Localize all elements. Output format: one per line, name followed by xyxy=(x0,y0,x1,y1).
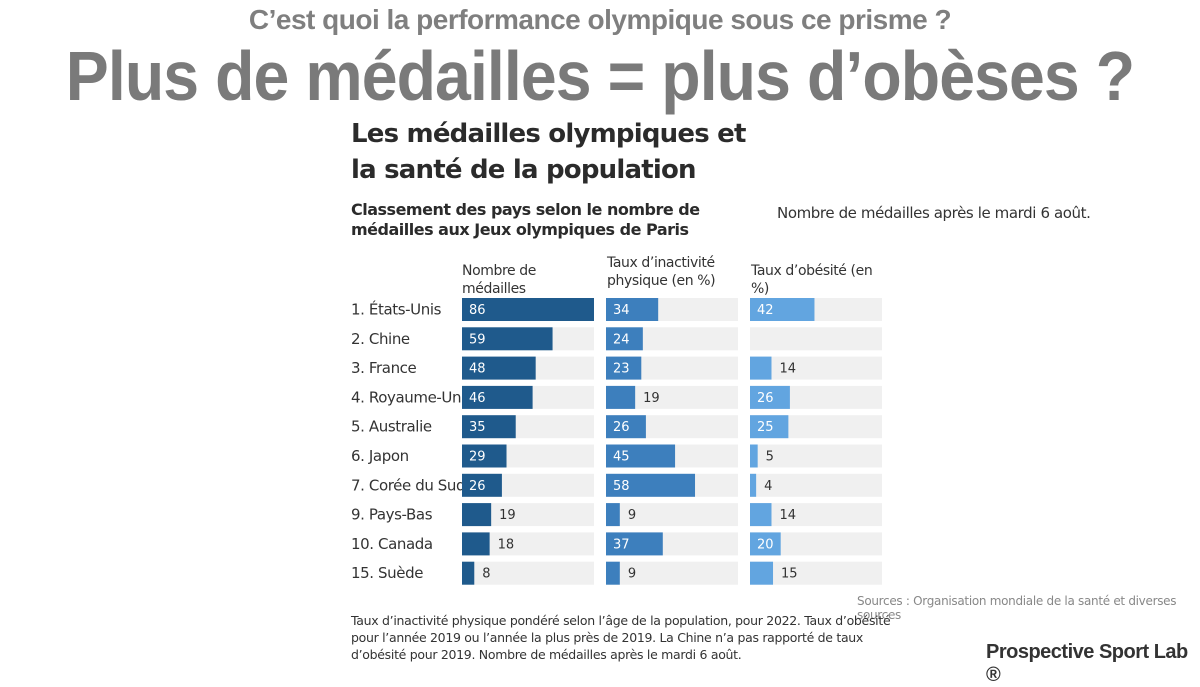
bar-2 xyxy=(750,356,772,380)
bar-2 xyxy=(750,473,757,497)
data-label: 59 xyxy=(469,332,486,347)
bar-0 xyxy=(462,444,507,468)
bar-0 xyxy=(462,356,536,380)
bar-0 xyxy=(462,532,490,556)
chart-sources: Sources : Organisation mondiale de la sa… xyxy=(857,594,1177,622)
data-label: 26 xyxy=(469,479,486,494)
data-label: 8 xyxy=(482,567,490,582)
bar-2 xyxy=(750,503,772,527)
bar-0 xyxy=(462,298,594,321)
data-label: 45 xyxy=(613,450,630,465)
data-label: 26 xyxy=(613,420,630,435)
bar-track xyxy=(750,327,882,351)
country-label: 3. France xyxy=(351,359,417,377)
country-label: 2. Chine xyxy=(351,330,410,348)
data-label: 26 xyxy=(757,391,774,406)
banner-headline: Plus de médailles = plus d’obèses ? xyxy=(65,37,1135,115)
bar-track xyxy=(750,356,882,380)
bar-1 xyxy=(606,503,620,527)
chart-footnote: Taux d’inactivité physique pondéré selon… xyxy=(351,613,891,662)
data-label: 24 xyxy=(613,332,630,347)
bar-track xyxy=(462,561,594,585)
data-label: 35 xyxy=(469,420,486,435)
bar-1 xyxy=(606,415,646,439)
bar-0 xyxy=(462,385,533,409)
bar-1 xyxy=(606,561,620,585)
bar-track xyxy=(750,473,882,497)
bar-2 xyxy=(750,561,774,585)
data-label: 23 xyxy=(613,362,630,377)
bar-track xyxy=(462,503,594,527)
data-label: 34 xyxy=(613,303,630,318)
bar-track xyxy=(606,385,738,409)
data-label: 19 xyxy=(499,508,516,523)
bar-2 xyxy=(750,532,781,556)
bar-2 xyxy=(750,415,789,439)
bar-track xyxy=(750,503,882,527)
data-label: 15 xyxy=(781,567,798,582)
chart-subtitle: Classement des pays selon le nombre de m… xyxy=(351,200,700,239)
bar-2 xyxy=(750,444,758,468)
chart-title: Les médailles olympiques et la santé de … xyxy=(351,119,746,185)
country-label: 1. États-Unis xyxy=(351,300,442,319)
bar-1 xyxy=(606,327,643,351)
bar-track xyxy=(606,561,738,585)
data-label: 4 xyxy=(764,479,772,494)
data-label: 9 xyxy=(628,567,636,582)
bar-1 xyxy=(606,473,696,497)
bar-0 xyxy=(462,561,475,585)
bar-2 xyxy=(750,298,815,321)
bar-1 xyxy=(606,532,663,556)
data-label: 25 xyxy=(757,420,774,435)
data-label: 86 xyxy=(469,303,486,318)
bar-1 xyxy=(606,298,659,321)
bar-track xyxy=(750,444,882,468)
country-label: 6. Japon xyxy=(351,447,409,465)
data-label: 48 xyxy=(469,362,486,377)
data-label: 5 xyxy=(766,450,774,465)
bar-0 xyxy=(462,327,553,351)
data-label: 19 xyxy=(643,391,660,406)
country-label: 7. Corée du Sud xyxy=(351,476,465,494)
bar-2 xyxy=(750,385,790,409)
bar-1 xyxy=(606,385,636,409)
bar-0 xyxy=(462,473,502,497)
bar-1 xyxy=(606,444,676,468)
chart-note: Nombre de médailles après le mardi 6 aoû… xyxy=(777,204,1091,222)
data-label: 46 xyxy=(469,391,486,406)
bar-1 xyxy=(606,356,642,380)
bar-track xyxy=(462,532,594,556)
bar-track xyxy=(606,503,738,527)
data-label: 29 xyxy=(469,450,486,465)
country-label: 10. Canada xyxy=(351,535,433,553)
data-label: 14 xyxy=(779,362,796,377)
column-header-inactivity: Taux d’inactivité physique (en %) xyxy=(607,255,716,289)
column-header-obesity: Taux d’obésité (en %) xyxy=(751,263,873,297)
bar-track xyxy=(750,532,882,556)
country-label: 9. Pays-Bas xyxy=(351,506,433,524)
data-label: 37 xyxy=(613,537,630,552)
column-header-medals: Nombre de médailles xyxy=(462,263,536,297)
data-label: 9 xyxy=(628,508,636,523)
bar-track xyxy=(750,561,882,585)
data-label: 58 xyxy=(613,479,630,494)
data-label: 20 xyxy=(757,537,774,552)
data-label: 18 xyxy=(498,537,515,552)
country-label: 5. Australie xyxy=(351,418,432,436)
brand-signature: Prospective Sport Lab ® xyxy=(986,641,1188,686)
country-label: 15. Suède xyxy=(351,564,423,582)
data-label: 14 xyxy=(779,508,796,523)
banner-question: C’est quoi la performance olympique sous… xyxy=(248,4,952,35)
bar-0 xyxy=(462,415,516,439)
bar-0 xyxy=(462,503,492,527)
country-label: 4. Royaume-Uni xyxy=(351,388,465,406)
data-label: 42 xyxy=(757,303,774,318)
